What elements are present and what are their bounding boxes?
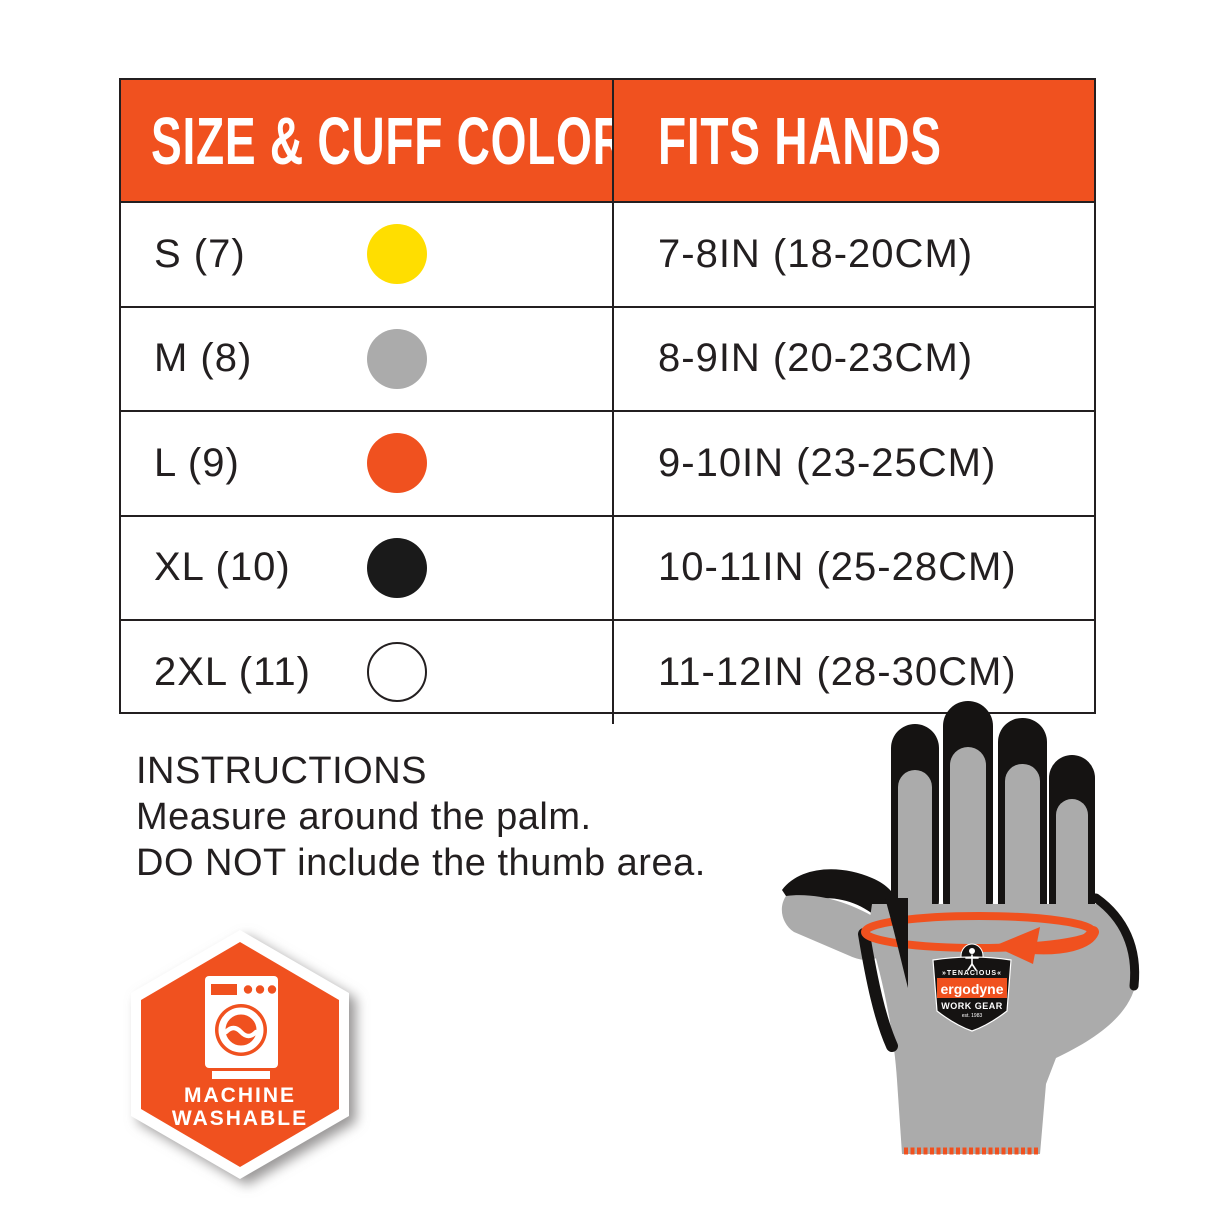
fits-label: 7-8IN (18-20CM) xyxy=(658,231,974,276)
size-label: L (9) xyxy=(154,440,240,485)
size-cell: M (8) xyxy=(121,308,612,411)
fits-label: 10-11IN (25-28CM) xyxy=(658,545,1017,590)
machine-washable-line-1: MACHINE xyxy=(184,1084,296,1107)
instructions-line-2: DO NOT include the thumb area. xyxy=(136,842,706,884)
size-label: XL (10) xyxy=(154,545,291,590)
badge-tenacious-label: »TENACIOUS« xyxy=(942,970,1002,977)
cuff-color-dot-yellow xyxy=(367,224,427,285)
fits-cell: 9-10IN (23-25CM) xyxy=(612,412,1094,515)
instructions-heading: INSTRUCTIONS xyxy=(136,750,427,792)
size-cell: XL (10) xyxy=(121,517,612,620)
header-fits-hands: FITS HANDS xyxy=(612,80,1094,201)
size-cell: 2XL (11) xyxy=(121,621,612,724)
header-size-cuff-color: SIZE & CUFF COLOR xyxy=(121,80,612,201)
glove-thumb-black-tip xyxy=(782,869,897,956)
glove-thumb-web xyxy=(885,898,908,988)
table-row-2xl: 2XL (11) 11-12IN (28-30CM) xyxy=(121,619,1094,724)
cuff-color-dot-black xyxy=(367,537,427,598)
badge-ergodyne-label: ergodyne xyxy=(940,981,1003,997)
size-cell: L (9) xyxy=(121,412,612,515)
fits-cell: 7-8IN (18-20CM) xyxy=(612,203,1094,306)
badge-est-label: est. 1983 xyxy=(962,1013,983,1019)
fits-cell: 10-11IN (25-28CM) xyxy=(612,516,1094,619)
fits-label: 9-10IN (23-25CM) xyxy=(658,440,997,485)
glove-gray-fingers xyxy=(898,747,1088,934)
glove-illustration: »TENACIOUS« ergodyne WORK GEAR est. 1983 xyxy=(781,701,1140,1155)
size-label: 2XL (11) xyxy=(154,649,311,694)
glove-left-edge-outline xyxy=(858,928,898,1052)
size-label: S (7) xyxy=(154,231,246,276)
size-chart-table: SIZE & CUFF COLOR FITS HANDS S (7) 7-8IN… xyxy=(119,78,1096,724)
size-cell: S (7) xyxy=(121,203,612,306)
fits-label: 11-12IN (28-30CM) xyxy=(658,649,1017,694)
fits-cell: 8-9IN (20-23CM) xyxy=(612,307,1094,410)
washing-machine-icon xyxy=(205,976,278,1079)
machine-washable-badge: MACHINE WASHABLE xyxy=(131,930,349,1179)
ergodyne-brand-badge: »TENACIOUS« ergodyne WORK GEAR est. 1983 xyxy=(932,943,1012,1032)
fits-cell: 11-12IN (28-30CM) xyxy=(612,621,1094,724)
badge-work-gear-label: WORK GEAR xyxy=(941,1001,1003,1011)
header-fits-hands-label: FITS HANDS xyxy=(658,103,942,178)
header-size-cuff-color-label: SIZE & CUFF COLOR xyxy=(151,103,612,178)
instructions-block: INSTRUCTIONS Measure around the palm. DO… xyxy=(136,748,706,886)
cuff-color-dot-gray xyxy=(367,328,427,389)
size-label: M (8) xyxy=(154,336,253,381)
table-row-m: M (8) 8-9IN (20-23CM) xyxy=(121,305,1094,411)
cuff-color-dot-orange xyxy=(367,433,427,494)
machine-washable-line-2: WASHABLE xyxy=(172,1107,308,1130)
glove-right-edge-outline xyxy=(1091,893,1140,991)
instructions-line-1: Measure around the palm. xyxy=(136,796,592,838)
cuff-color-dot-white xyxy=(367,642,427,703)
table-header-row: SIZE & CUFF COLOR FITS HANDS xyxy=(121,80,1094,201)
table-row-l: L (9) 9-10IN (23-25CM) xyxy=(121,410,1094,515)
tenacious-man-icon xyxy=(965,948,979,971)
badge-orange-band xyxy=(937,978,1007,998)
fits-label: 8-9IN (20-23CM) xyxy=(658,336,974,381)
table-row-xl: XL (10) 10-11IN (25-28CM) xyxy=(121,514,1094,620)
table-row-s: S (7) 7-8IN (18-20CM) xyxy=(121,201,1094,306)
